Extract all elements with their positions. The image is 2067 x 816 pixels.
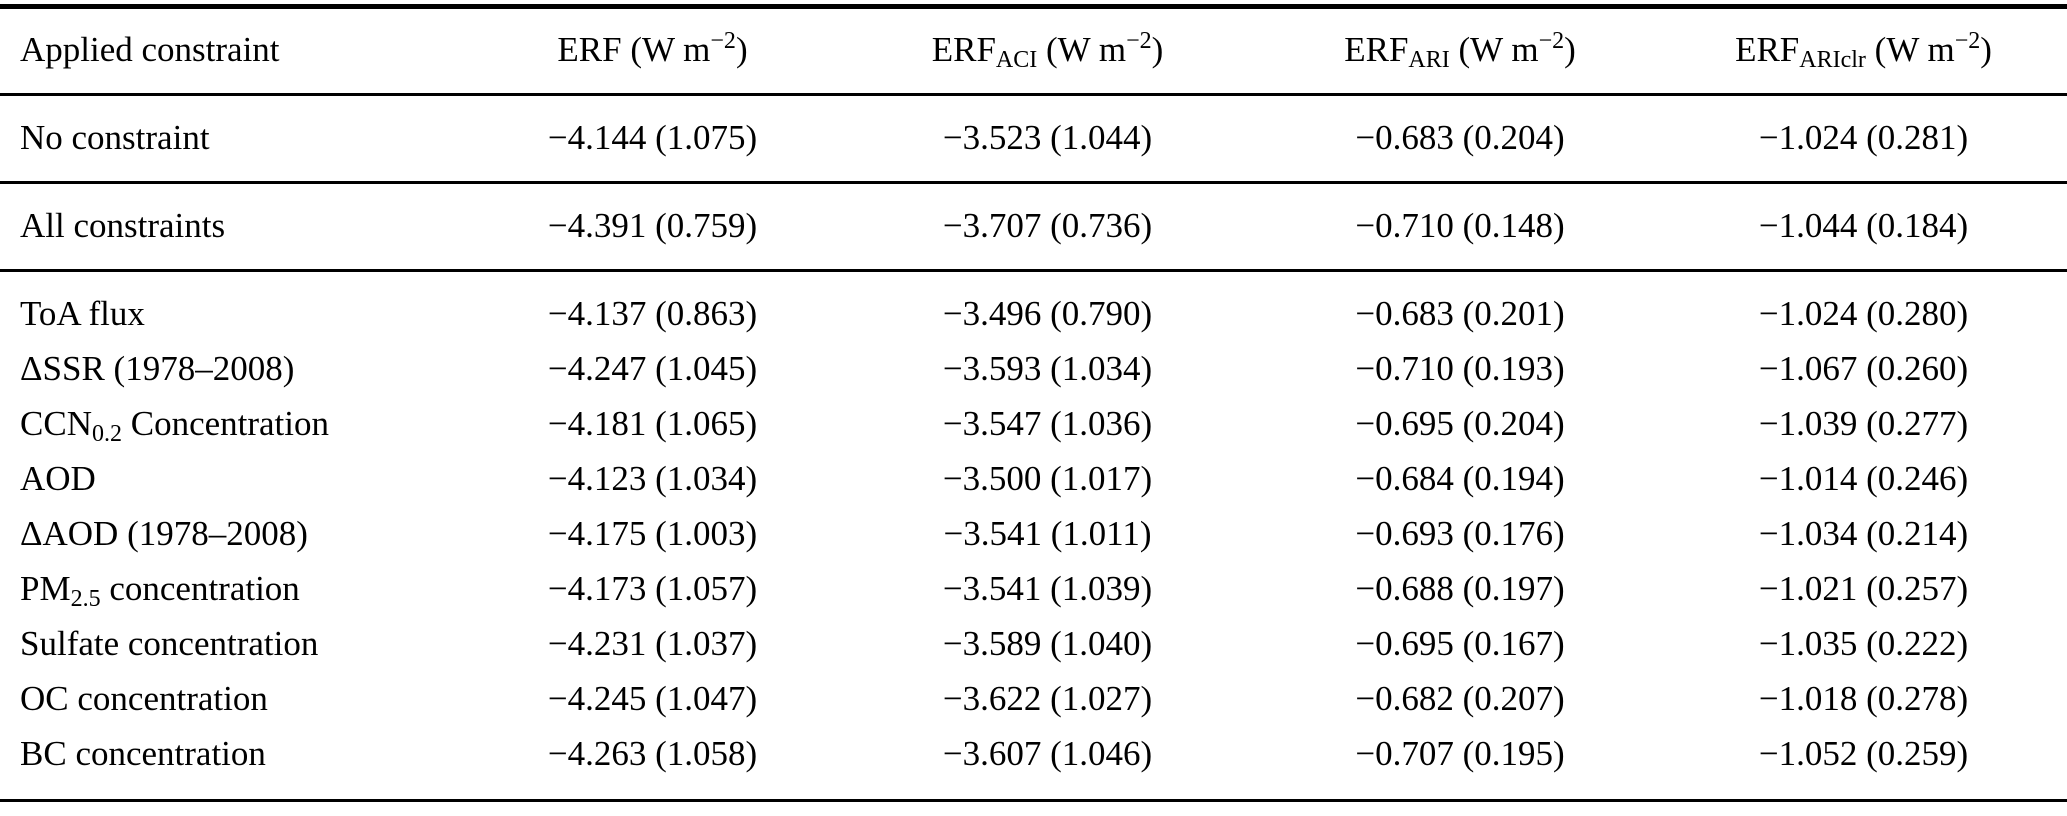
row-label: Sulfate concentration bbox=[20, 624, 319, 663]
cell-erf: −4.137 (0.863) bbox=[547, 294, 758, 333]
cell-erf-ari: −0.710 (0.193) bbox=[1355, 349, 1565, 388]
row-label: All constraints bbox=[20, 206, 226, 245]
cell-erf: −4.144 (1.075) bbox=[547, 118, 758, 157]
table-row: All constraints −4.391 (0.759) −3.707 (0… bbox=[0, 183, 2067, 271]
cell-erf-aci: −3.500 (1.017) bbox=[942, 459, 1153, 498]
table-row: AOD −4.123 (1.034) −3.500 (1.017) −0.684… bbox=[0, 451, 2067, 506]
group-individual-constraints: ToA flux −4.137 (0.863) −3.496 (0.790) −… bbox=[0, 271, 2067, 801]
table-row: Sulfate concentration −4.231 (1.037) −3.… bbox=[0, 616, 2067, 671]
table-row: ΔSSR (1978–2008) −4.247 (1.045) −3.593 (… bbox=[0, 341, 2067, 396]
table-row: OC concentration −4.245 (1.047) −3.622 (… bbox=[0, 671, 2067, 726]
row-label: CCN0.2 Concentration bbox=[20, 404, 329, 447]
col-header-erf: ERF (W m−2) bbox=[557, 27, 748, 69]
row-label: BC concentration bbox=[20, 734, 266, 773]
header-row: Applied constraint ERF (W m−2) ERFACI (W… bbox=[0, 7, 2067, 95]
cell-erf: −4.245 (1.047) bbox=[547, 679, 758, 718]
cell-erf-aci: −3.589 (1.040) bbox=[942, 624, 1153, 663]
cell-erf: −4.263 (1.058) bbox=[547, 734, 758, 773]
cell-erf-ari: −0.682 (0.207) bbox=[1355, 679, 1565, 718]
cell-erf-aci: −3.607 (1.046) bbox=[942, 734, 1153, 773]
table-row: BC concentration −4.263 (1.058) −3.607 (… bbox=[0, 726, 2067, 801]
col-header-erf-ari: ERFARI (W m−2) bbox=[1344, 27, 1576, 73]
col-header-applied-constraint: Applied constraint bbox=[0, 7, 470, 95]
cell-erf: −4.247 (1.045) bbox=[547, 349, 758, 388]
cell-erf-ari: −0.688 (0.197) bbox=[1355, 569, 1565, 608]
constraints-table: Applied constraint ERF (W m−2) ERFACI (W… bbox=[0, 4, 2067, 802]
table-row: CCN0.2 Concentration −4.181 (1.065) −3.5… bbox=[0, 396, 2067, 451]
cell-erf-aci: −3.541 (1.039) bbox=[942, 569, 1153, 608]
row-label: ΔSSR (1978–2008) bbox=[20, 349, 295, 388]
cell-erf-ariclr: −1.039 (0.277) bbox=[1758, 404, 1969, 443]
group-all-constraints: All constraints −4.391 (0.759) −3.707 (0… bbox=[0, 183, 2067, 271]
cell-erf: −4.175 (1.003) bbox=[547, 514, 758, 553]
cell-erf-aci: −3.541 (1.011) bbox=[943, 514, 1152, 553]
cell-erf-ariclr: −1.024 (0.281) bbox=[1758, 118, 1969, 157]
cell-erf: −4.181 (1.065) bbox=[547, 404, 758, 443]
table-row: ToA flux −4.137 (0.863) −3.496 (0.790) −… bbox=[0, 271, 2067, 342]
cell-erf-aci: −3.593 (1.034) bbox=[942, 349, 1153, 388]
cell-erf: −4.123 (1.034) bbox=[547, 459, 758, 498]
header-label: Applied constraint bbox=[20, 30, 280, 69]
col-header-erf-ariclr: ERFARIclr (W m−2) bbox=[1735, 27, 1992, 73]
cell-erf-ari: −0.683 (0.201) bbox=[1355, 294, 1565, 333]
table-row: PM2.5 concentration −4.173 (1.057) −3.54… bbox=[0, 561, 2067, 616]
table-row: ΔAOD (1978–2008) −4.175 (1.003) −3.541 (… bbox=[0, 506, 2067, 561]
cell-erf-ariclr: −1.067 (0.260) bbox=[1758, 349, 1969, 388]
cell-erf-ari: −0.684 (0.194) bbox=[1355, 459, 1565, 498]
cell-erf-aci: −3.547 (1.036) bbox=[942, 404, 1153, 443]
cell-erf-ari: −0.707 (0.195) bbox=[1355, 734, 1565, 773]
row-label: ToA flux bbox=[20, 294, 145, 333]
cell-erf-aci: −3.496 (0.790) bbox=[942, 294, 1153, 333]
table-header: Applied constraint ERF (W m−2) ERFACI (W… bbox=[0, 6, 2067, 95]
row-label: ΔAOD (1978–2008) bbox=[20, 514, 308, 553]
cell-erf-ariclr: −1.024 (0.280) bbox=[1758, 294, 1969, 333]
cell-erf-ariclr: −1.052 (0.259) bbox=[1758, 734, 1969, 773]
cell-erf-aci: −3.622 (1.027) bbox=[942, 679, 1153, 718]
cell-erf-ariclr: −1.035 (0.222) bbox=[1758, 624, 1969, 663]
cell-erf-ariclr: −1.044 (0.184) bbox=[1758, 206, 1969, 245]
cell-erf-aci: −3.707 (0.736) bbox=[942, 206, 1153, 245]
cell-erf-ari: −0.683 (0.204) bbox=[1355, 118, 1565, 157]
cell-erf-ari: −0.695 (0.167) bbox=[1355, 624, 1565, 663]
row-label: OC concentration bbox=[20, 679, 268, 718]
row-label: PM2.5 concentration bbox=[20, 569, 300, 612]
cell-erf: −4.391 (0.759) bbox=[547, 206, 758, 245]
cell-erf-ari: −0.693 (0.176) bbox=[1355, 514, 1565, 553]
cell-erf: −4.231 (1.037) bbox=[547, 624, 758, 663]
cell-erf-ariclr: −1.014 (0.246) bbox=[1758, 459, 1969, 498]
cell-erf-ariclr: −1.018 (0.278) bbox=[1758, 679, 1969, 718]
cell-erf: −4.173 (1.057) bbox=[547, 569, 758, 608]
cell-erf-ari: −0.695 (0.204) bbox=[1355, 404, 1565, 443]
row-label: AOD bbox=[20, 459, 96, 498]
cell-erf-aci: −3.523 (1.044) bbox=[942, 118, 1153, 157]
col-header-erf-aci: ERFACI (W m−2) bbox=[931, 27, 1164, 73]
table-row: No constraint −4.144 (1.075) −3.523 (1.0… bbox=[0, 95, 2067, 183]
group-no-constraint: No constraint −4.144 (1.075) −3.523 (1.0… bbox=[0, 95, 2067, 183]
row-label: No constraint bbox=[20, 118, 210, 157]
cell-erf-ariclr: −1.021 (0.257) bbox=[1758, 569, 1969, 608]
cell-erf-ariclr: −1.034 (0.214) bbox=[1758, 514, 1969, 553]
cell-erf-ari: −0.710 (0.148) bbox=[1355, 206, 1565, 245]
